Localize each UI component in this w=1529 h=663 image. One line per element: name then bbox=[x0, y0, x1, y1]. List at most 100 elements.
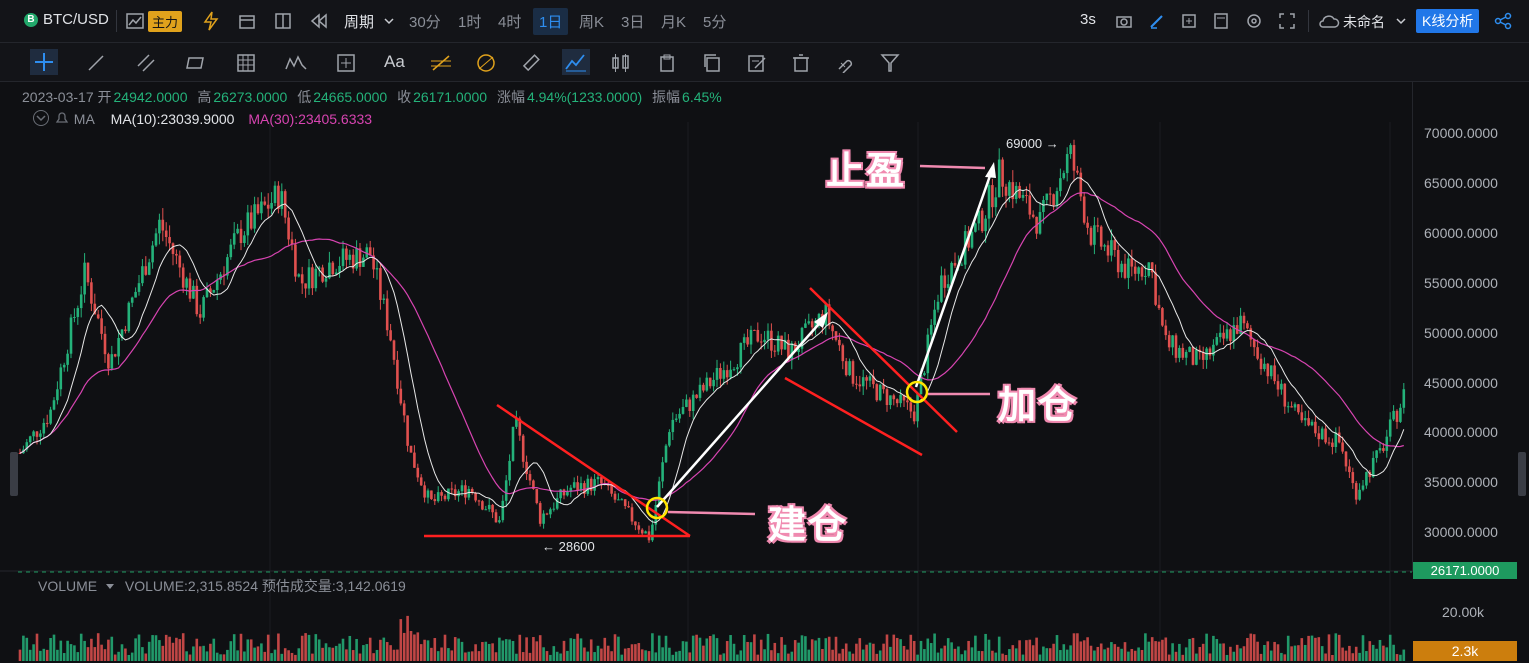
candle-body bbox=[919, 375, 923, 395]
volume-bar bbox=[1235, 644, 1239, 661]
fullscreen-icon[interactable] bbox=[1278, 12, 1296, 30]
volume-bar bbox=[1331, 654, 1334, 661]
brush-icon[interactable] bbox=[562, 49, 590, 75]
fib-icon[interactable] bbox=[430, 53, 452, 73]
candle-body bbox=[389, 330, 392, 341]
left-scroll-handle[interactable] bbox=[10, 452, 18, 496]
calendar-icon[interactable] bbox=[238, 12, 256, 30]
volume-label[interactable]: VOLUME bbox=[38, 578, 98, 594]
volume-bar bbox=[470, 651, 474, 661]
volume-bar bbox=[1215, 639, 1219, 661]
volume-bar bbox=[1164, 637, 1168, 661]
candle-body bbox=[933, 309, 936, 325]
volume-bar bbox=[681, 641, 685, 661]
pattern-icon[interactable] bbox=[285, 53, 307, 73]
period-1h[interactable]: 1时 bbox=[458, 14, 482, 31]
period-1mo[interactable]: 月K bbox=[661, 14, 687, 31]
candle-body bbox=[385, 298, 389, 331]
symbol-selector[interactable]: BTC/USD bbox=[43, 11, 109, 28]
calculator-icon[interactable] bbox=[1212, 12, 1230, 30]
candle-body bbox=[855, 383, 858, 385]
period-4h[interactable]: 4时 bbox=[498, 14, 522, 31]
candle-icon[interactable] bbox=[610, 53, 632, 73]
period-5min[interactable]: 5分 bbox=[703, 14, 727, 31]
candle-body bbox=[1283, 383, 1287, 407]
candle-body bbox=[929, 324, 933, 335]
chart-type-icon[interactable] bbox=[126, 12, 144, 30]
clipboard-icon[interactable] bbox=[657, 53, 677, 73]
candle-body bbox=[875, 384, 879, 401]
bell-icon[interactable] bbox=[54, 110, 70, 126]
add-chart-icon[interactable] bbox=[1180, 12, 1198, 30]
candle-body bbox=[1218, 332, 1222, 338]
gann-icon[interactable] bbox=[475, 53, 497, 73]
price-axis[interactable] bbox=[1412, 82, 1529, 572]
candlestick-chart[interactable] bbox=[0, 82, 1412, 663]
volume-bar bbox=[1184, 647, 1188, 661]
rectangle-icon[interactable] bbox=[186, 53, 206, 73]
kline-analysis-button[interactable]: K线分析 bbox=[1416, 9, 1480, 33]
measure-icon[interactable] bbox=[336, 53, 356, 73]
crosshair-icon[interactable] bbox=[30, 49, 58, 75]
ma-label[interactable]: MA bbox=[73, 111, 95, 127]
parallel-channel-icon[interactable] bbox=[136, 53, 156, 73]
share-icon[interactable] bbox=[1494, 12, 1512, 30]
candle-body bbox=[1256, 347, 1259, 359]
volume-bar bbox=[953, 648, 957, 661]
replay-icon[interactable] bbox=[310, 12, 328, 30]
candle-body bbox=[1242, 315, 1246, 324]
layout-icon[interactable] bbox=[274, 12, 292, 30]
line-icon[interactable] bbox=[86, 53, 106, 73]
candle-body bbox=[984, 218, 987, 232]
candle-body bbox=[1120, 263, 1123, 273]
volume-bar bbox=[725, 641, 729, 661]
filter-icon[interactable] bbox=[880, 53, 900, 73]
volume-bar bbox=[1222, 643, 1225, 661]
period-1w[interactable]: 周K bbox=[579, 14, 605, 31]
candle-body bbox=[287, 217, 290, 240]
btc-logo-icon: B bbox=[24, 13, 38, 27]
settings-gear-icon[interactable] bbox=[1245, 12, 1263, 30]
ma30-value: MA(30):23405.6333 bbox=[248, 111, 373, 127]
volume-bar bbox=[671, 654, 675, 661]
ruler-icon[interactable] bbox=[521, 53, 541, 73]
period-3d[interactable]: 3日 bbox=[621, 14, 645, 31]
cloud-icon[interactable] bbox=[1318, 13, 1340, 29]
right-scroll-handle[interactable] bbox=[1518, 452, 1526, 496]
lightning-icon[interactable] bbox=[202, 11, 220, 31]
volume-bar bbox=[1171, 643, 1174, 661]
text-icon[interactable]: Aa bbox=[384, 52, 405, 71]
volume-bar bbox=[814, 640, 817, 661]
volume-bar bbox=[154, 635, 158, 661]
period-menu[interactable]: 周期 bbox=[344, 14, 375, 31]
volume-bar bbox=[406, 615, 409, 661]
main-force-badge[interactable]: 主力 bbox=[148, 11, 183, 32]
collapse-chevron-icon[interactable] bbox=[32, 109, 50, 127]
volume-bar bbox=[460, 641, 464, 661]
candle-body bbox=[549, 509, 552, 515]
candle-body bbox=[39, 433, 42, 437]
trash-icon[interactable] bbox=[791, 53, 811, 73]
volume-bar bbox=[1055, 635, 1059, 661]
magnet-icon[interactable] bbox=[835, 53, 855, 73]
note-icon[interactable] bbox=[747, 53, 767, 73]
candle-body bbox=[134, 291, 137, 298]
volume-bar bbox=[134, 638, 137, 661]
volume-bar bbox=[1212, 635, 1215, 661]
volume-bar bbox=[103, 649, 107, 661]
period-30min[interactable]: 30分 bbox=[409, 14, 441, 31]
refresh-interval[interactable]: 3s bbox=[1080, 11, 1096, 28]
volume-bar bbox=[311, 653, 314, 661]
grid-icon[interactable] bbox=[236, 53, 256, 73]
chevron-down-icon[interactable] bbox=[384, 18, 394, 26]
camera-icon[interactable] bbox=[1115, 12, 1133, 30]
copy-icon[interactable] bbox=[702, 53, 722, 73]
pen-icon[interactable] bbox=[1148, 12, 1166, 30]
layout-name[interactable]: 未命名 bbox=[1343, 14, 1385, 30]
candle-body bbox=[314, 268, 318, 289]
period-1d[interactable]: 1日 bbox=[533, 8, 569, 35]
candle-body bbox=[253, 204, 256, 229]
volume-bar bbox=[222, 654, 226, 661]
dropdown-triangle-icon[interactable] bbox=[105, 583, 115, 591]
chevron-down-icon[interactable] bbox=[1396, 18, 1406, 26]
